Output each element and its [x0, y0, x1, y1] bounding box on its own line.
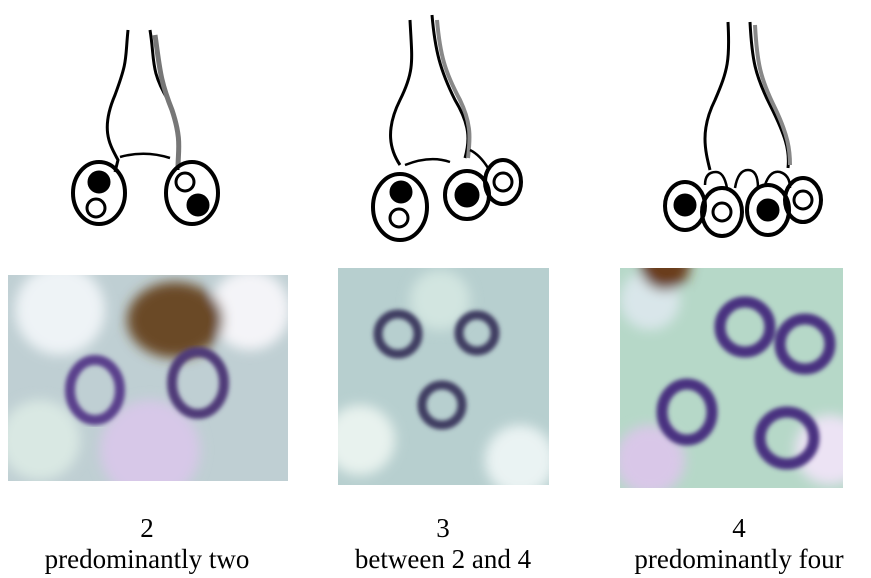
panel-number: 2 [0, 512, 297, 544]
panel-number: 3 [293, 512, 593, 544]
micrographs [0, 240, 865, 500]
panel-caption: between 2 and 4 [293, 543, 593, 575]
panel-number: 4 [589, 512, 871, 544]
panel-caption: predominantly four [589, 543, 871, 575]
figure: 2 predominantly two 3 between 2 and 4 4 … [0, 0, 871, 578]
illustration [0, 0, 871, 578]
drawings [73, 15, 821, 240]
panel-caption: predominantly two [0, 543, 297, 575]
